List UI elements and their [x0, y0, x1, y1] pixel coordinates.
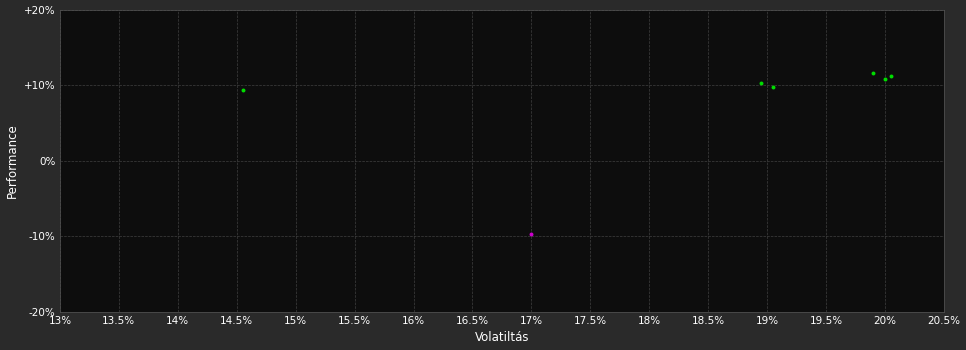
Point [235, 88, 250, 93]
Y-axis label: Performance: Performance [6, 123, 18, 198]
Point [524, 231, 539, 237]
Point [883, 73, 898, 79]
Point [765, 85, 781, 90]
Point [753, 80, 769, 86]
Point [866, 70, 881, 76]
X-axis label: Volatiltás: Volatiltás [474, 331, 529, 344]
Point [877, 76, 893, 82]
